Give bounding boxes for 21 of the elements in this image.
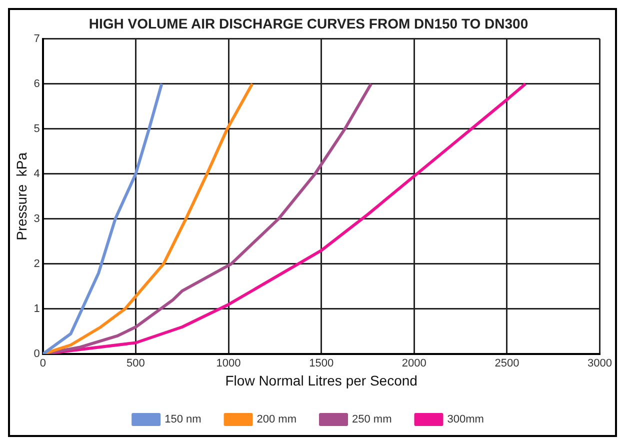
x-tick-label: 1500 xyxy=(309,358,334,370)
y-tick-label: 1 xyxy=(34,303,40,316)
y-tick-label: 4 xyxy=(34,168,40,180)
y-tick-label: 6 xyxy=(34,78,40,90)
legend-label: 250 mm xyxy=(352,414,392,426)
y-axis-title: Pressure kPa xyxy=(13,152,30,240)
legend-label: 200 mm xyxy=(256,414,297,426)
y-tick-label: 0 xyxy=(34,348,40,360)
y-tick-label: 7 xyxy=(34,32,40,45)
x-tick-label: 3000 xyxy=(588,358,612,370)
x-tick-label: 2500 xyxy=(494,358,520,370)
legend-label: 150 nm xyxy=(164,414,202,426)
x-tick-label: 500 xyxy=(126,358,145,370)
legend-label: 300mm xyxy=(447,414,484,426)
x-tick-label: 1000 xyxy=(216,358,241,370)
y-tick-label: 2 xyxy=(34,258,40,270)
y-tick-label: 5 xyxy=(34,122,40,135)
y-tick-label: 3 xyxy=(34,212,40,225)
x-tick-label: 2000 xyxy=(402,358,426,370)
chart-title: HIGH VOLUME AIR DISCHARGE CURVES FROM DN150 TO DN300 xyxy=(88,15,528,32)
x-axis-title: Flow Normal Litres per Second xyxy=(225,372,418,388)
